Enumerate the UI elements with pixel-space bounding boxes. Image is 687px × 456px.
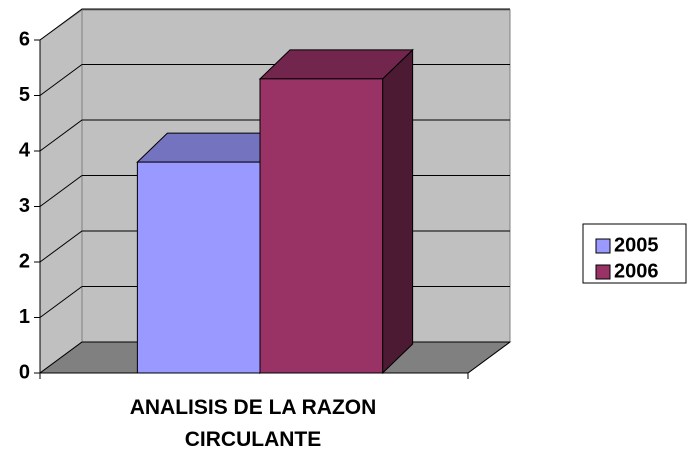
y-tick-label: 6 bbox=[19, 28, 30, 50]
legend-label: 2006 bbox=[614, 260, 659, 282]
x-category-label: ANALISIS DE LA RAZON CIRCULANTE bbox=[129, 396, 377, 451]
y-tick-label: 3 bbox=[19, 195, 30, 217]
legend-swatch bbox=[595, 264, 611, 280]
y-tick-label: 2 bbox=[19, 250, 30, 272]
x-axis-depth bbox=[467, 341, 511, 374]
bar bbox=[259, 78, 384, 374]
legend-label: 2005 bbox=[614, 234, 659, 256]
legend-swatch bbox=[595, 238, 611, 254]
grid-line bbox=[39, 8, 510, 41]
y-tick-label: 1 bbox=[19, 306, 30, 328]
bar-side bbox=[382, 48, 414, 375]
bar bbox=[136, 161, 261, 374]
y-tick-label: 5 bbox=[19, 84, 30, 106]
y-tick-label: 4 bbox=[19, 139, 31, 161]
y-tick-label: 0 bbox=[19, 361, 30, 383]
